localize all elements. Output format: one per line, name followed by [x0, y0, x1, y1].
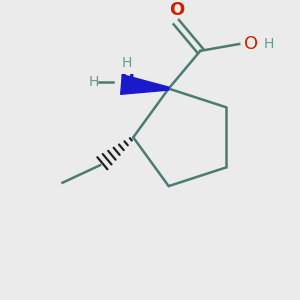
Text: H: H [121, 56, 132, 70]
Text: H: H [89, 74, 99, 88]
Text: N: N [119, 73, 134, 91]
Text: H: H [264, 37, 274, 51]
Text: O: O [244, 35, 258, 53]
Polygon shape [121, 75, 169, 94]
Text: O: O [169, 1, 184, 19]
